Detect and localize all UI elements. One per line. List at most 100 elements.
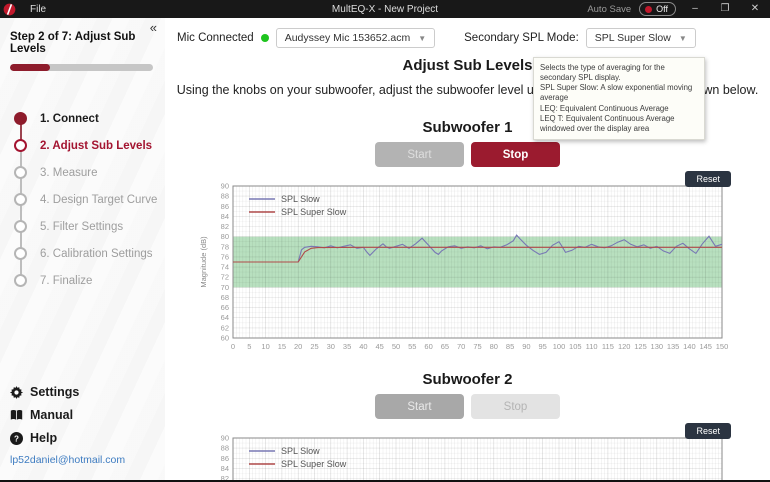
subwoofer2-chart-area: Reset 0510152025303540455055606570758085…	[198, 423, 733, 480]
svg-text:80: 80	[221, 232, 229, 241]
svg-text:60: 60	[221, 334, 229, 343]
spl-mode-tooltip: Selects the type of averaging for the se…	[533, 57, 705, 140]
svg-text:20: 20	[294, 342, 302, 351]
file-menu[interactable]: File	[30, 3, 47, 15]
spl-mode-select[interactable]: SPL Super Slow ▼	[585, 28, 696, 48]
svg-text:40: 40	[359, 342, 367, 351]
svg-text:72: 72	[221, 273, 229, 282]
chevron-down-icon: ▼	[678, 33, 687, 43]
subwoofer1-start-button[interactable]: Start	[375, 142, 464, 167]
step-progress-fill	[10, 64, 51, 71]
subwoofer2-title: Subwoofer 2	[422, 371, 513, 388]
step-active-dot-icon	[14, 139, 27, 152]
help-button[interactable]: ? Help	[10, 431, 157, 445]
svg-text:90: 90	[221, 183, 229, 191]
step-list: 1. Connect 2. Adjust Sub Levels 3. Measu…	[0, 105, 165, 294]
page-title: Adjust Sub Levels	[402, 57, 533, 74]
svg-text:84: 84	[221, 464, 229, 473]
sidebar-step-adjust-sub-levels[interactable]: 2. Adjust Sub Levels	[0, 132, 165, 159]
sidebar-step-calibration-settings[interactable]: 6. Calibration Settings	[0, 240, 165, 267]
sidebar-step-finalize[interactable]: 7. Finalize	[0, 267, 165, 294]
svg-text:70: 70	[457, 342, 465, 351]
mic-toolbar: Mic Connected Audyssey Mic 153652.acm ▼ …	[165, 18, 770, 48]
step-todo-dot-icon	[14, 274, 27, 287]
svg-text:84: 84	[221, 212, 229, 221]
mic-select[interactable]: Audyssey Mic 153652.acm ▼	[275, 28, 436, 48]
svg-text:76: 76	[221, 252, 229, 261]
step-label: 3. Measure	[40, 166, 98, 179]
tooltip-line: Selects the type of averaging for the se…	[540, 63, 665, 83]
settings-button[interactable]: Settings	[10, 385, 157, 399]
subwoofer2-reset-button[interactable]: Reset	[685, 423, 731, 439]
mic-status-dot-icon	[260, 34, 269, 42]
step-todo-dot-icon	[14, 247, 27, 260]
sidebar-collapse-button[interactable]: «	[149, 20, 157, 35]
manual-button[interactable]: Manual	[10, 408, 157, 422]
svg-text:90: 90	[221, 435, 229, 443]
title-bar: File MultEQ-X - New Project Auto Save Of…	[0, 0, 770, 18]
gear-icon	[10, 385, 23, 399]
restore-button[interactable]: ❐	[720, 3, 730, 14]
svg-text:82: 82	[221, 474, 229, 480]
svg-text:88: 88	[221, 444, 229, 453]
audyssey-logo-icon	[3, 3, 16, 15]
step-done-dot-icon	[14, 112, 27, 125]
svg-text:130: 130	[651, 342, 664, 351]
step-label: 6. Calibration Settings	[40, 247, 153, 260]
autosave-toggle[interactable]: Off	[639, 2, 676, 16]
spl-mode-select-value: SPL Super Slow	[594, 32, 671, 44]
svg-text:74: 74	[221, 263, 229, 272]
svg-text:75: 75	[473, 342, 481, 351]
tooltip-line: SPL Super Slow: A slow exponential movin…	[540, 83, 693, 103]
subwoofer1-stop-button[interactable]: Stop	[471, 142, 560, 167]
svg-text:115: 115	[602, 342, 614, 351]
svg-text:80: 80	[490, 342, 498, 351]
step-progress-bar	[10, 64, 153, 71]
account-email-link[interactable]: lp52daniel@hotmail.com	[10, 454, 126, 466]
svg-text:35: 35	[343, 342, 351, 351]
manual-label: Manual	[30, 408, 74, 422]
sidebar-step-design-target-curve[interactable]: 4. Design Target Curve	[0, 186, 165, 213]
minimize-button[interactable]: –	[692, 3, 698, 14]
tooltip-line: LEQ: Equivalent Continuous Average	[540, 103, 669, 113]
autosave-off-dot-icon	[645, 5, 653, 13]
sidebar-step-filter-settings[interactable]: 5. Filter Settings	[0, 213, 165, 240]
chevron-down-icon: ▼	[418, 33, 427, 43]
sidebar-step-connect[interactable]: 1. Connect	[0, 105, 165, 132]
svg-text:125: 125	[634, 342, 647, 351]
step-todo-dot-icon	[14, 220, 27, 233]
mic-connected-label: Mic Connected	[177, 32, 254, 44]
close-button[interactable]: ✕	[750, 3, 760, 14]
svg-text:100: 100	[553, 342, 566, 351]
main-content: Mic Connected Audyssey Mic 153652.acm ▼ …	[165, 18, 770, 480]
svg-text:45: 45	[376, 342, 384, 351]
help-label: Help	[30, 431, 58, 445]
svg-text:110: 110	[586, 342, 598, 351]
subwoofer2-spl-chart: 0510152025303540455055606570758085909510…	[198, 434, 733, 480]
sidebar: « Step 2 of 7: Adjust Sub Levels 1. Conn…	[0, 18, 165, 480]
book-icon	[10, 409, 23, 420]
svg-text:30: 30	[327, 342, 335, 351]
tooltip-line: LEQ T: Equivalent Continuous Average win…	[540, 113, 675, 133]
svg-text:82: 82	[221, 222, 229, 231]
svg-text:?: ?	[14, 434, 19, 443]
svg-text:120: 120	[618, 342, 631, 351]
svg-text:5: 5	[247, 342, 251, 351]
svg-text:150: 150	[716, 342, 729, 351]
svg-text:65: 65	[441, 342, 449, 351]
svg-text:70: 70	[221, 283, 229, 292]
spl-mode-label: Secondary SPL Mode:	[464, 32, 579, 44]
subwoofer1-reset-button[interactable]: Reset	[685, 171, 731, 187]
svg-text:140: 140	[683, 342, 696, 351]
step-label: 1. Connect	[40, 112, 99, 125]
subwoofer2-start-button[interactable]: Start	[375, 394, 464, 419]
stepper-connector-line-active	[20, 113, 22, 140]
subwoofer2-stop-button[interactable]: Stop	[471, 394, 560, 419]
svg-text:10: 10	[261, 342, 269, 351]
svg-text:86: 86	[221, 202, 229, 211]
svg-text:25: 25	[310, 342, 318, 351]
svg-text:145: 145	[699, 342, 712, 351]
svg-text:68: 68	[221, 293, 229, 302]
sidebar-step-measure[interactable]: 3. Measure	[0, 159, 165, 186]
